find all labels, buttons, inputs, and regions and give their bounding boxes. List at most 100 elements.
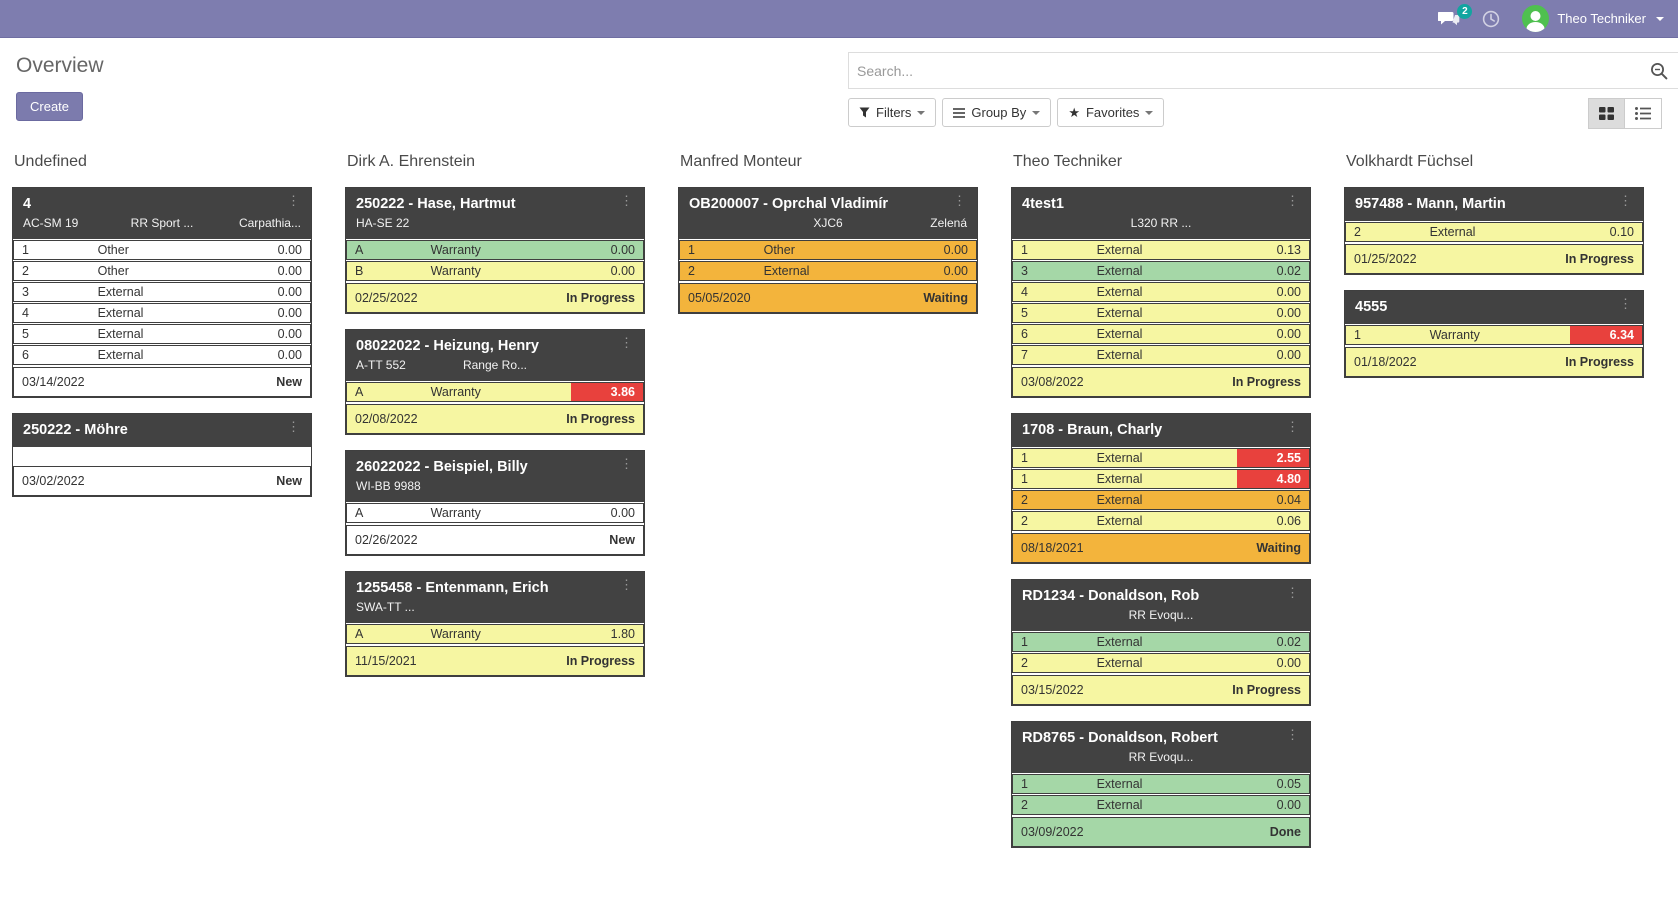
kebab-menu-icon[interactable]: ⋮ bbox=[1286, 193, 1299, 208]
kanban-card[interactable]: 250222 - Hase, Hartmut ⋮ HA-SE 22 A Warranty… bbox=[345, 187, 645, 314]
control-panel: Overview Create Filters bbox=[0, 38, 1678, 139]
groupby-label: Group By bbox=[971, 105, 1027, 120]
footer-date: 02/25/2022 bbox=[355, 291, 418, 305]
row-type: Warranty bbox=[430, 385, 481, 399]
footer-status: In Progress bbox=[566, 654, 635, 668]
kebab-menu-icon[interactable]: ⋮ bbox=[1286, 585, 1299, 600]
row-type: Warranty bbox=[430, 506, 481, 520]
footer-status: New bbox=[609, 533, 635, 547]
card-title: RD1234 - Donaldson, Rob bbox=[1022, 588, 1200, 604]
row-value: 6.34 bbox=[1570, 326, 1642, 344]
card-title: OB200007 - Oprchal Vladimír bbox=[689, 196, 889, 212]
card-subtitle-left: AC-SM 19 bbox=[23, 216, 79, 230]
kanban-card[interactable]: 4555 ⋮ 1 Warranty 6.34 01/18/2022 In Progress bbox=[1344, 290, 1644, 378]
card-row: A Warranty 0.00 bbox=[346, 240, 644, 260]
row-value: 0.00 bbox=[1276, 348, 1301, 362]
kanban-card[interactable]: 26022022 - Beispiel, Billy ⋮ WI-BB 9988 A Wa… bbox=[345, 450, 645, 556]
groupby-button[interactable]: Group By bbox=[942, 98, 1052, 127]
user-menu[interactable]: Theo Techniker bbox=[1522, 5, 1664, 32]
kanban-card[interactable]: 1708 - Braun, Charly ⋮ 1 External 2.55 1 Exter… bbox=[1011, 413, 1311, 564]
kebab-menu-icon[interactable]: ⋮ bbox=[620, 193, 633, 208]
activities-menu[interactable] bbox=[1482, 10, 1500, 28]
messages-menu[interactable]: 2 bbox=[1438, 3, 1473, 27]
row-value: 0.00 bbox=[610, 264, 635, 278]
kanban-card[interactable]: 250222 - Möhre ⋮ 03/02/2022 New bbox=[12, 413, 312, 497]
card-subtitle: RR Evoqu... bbox=[1022, 750, 1300, 764]
row-seq: 6 bbox=[1021, 327, 1028, 341]
card-header: 4 ⋮ AC-SM 19 RR Sport ... Carpathia... bbox=[13, 188, 311, 239]
row-type: External bbox=[1096, 656, 1143, 670]
card-subtitle-center: L320 RR ... bbox=[1130, 216, 1192, 230]
kanban-card[interactable]: RD1234 - Donaldson, Rob ⋮ RR Evoqu... 1 Exte… bbox=[1011, 579, 1311, 706]
card-subtitle-left: SWA-TT ... bbox=[356, 600, 415, 614]
footer-status: In Progress bbox=[1565, 355, 1634, 369]
kebab-menu-icon[interactable]: ⋮ bbox=[287, 419, 300, 434]
card-footer: 08/18/2021 Waiting bbox=[1012, 533, 1310, 563]
card-subtitle-right bbox=[547, 358, 634, 372]
card-row: 2 External 0.06 bbox=[1012, 511, 1310, 531]
chevron-down-icon bbox=[1656, 16, 1664, 21]
kebab-menu-icon[interactable]: ⋮ bbox=[1619, 193, 1632, 208]
row-value: 0.00 bbox=[277, 243, 302, 257]
kebab-menu-icon[interactable]: ⋮ bbox=[953, 193, 966, 208]
card-row: 5 External 0.00 bbox=[1012, 303, 1310, 323]
list-view-button[interactable] bbox=[1625, 98, 1662, 129]
card-title: 250222 - Möhre bbox=[23, 422, 128, 438]
row-type: External bbox=[97, 348, 144, 362]
row-type: External bbox=[1096, 306, 1143, 320]
page-title: Overview bbox=[16, 54, 104, 77]
card-header: 4555 ⋮ bbox=[1345, 291, 1643, 324]
card-header: RD1234 - Donaldson, Rob ⋮ RR Evoqu... bbox=[1012, 580, 1310, 631]
card-subtitle-left bbox=[1022, 216, 1109, 230]
card-title: RD8765 - Donaldson, Robert bbox=[1022, 730, 1218, 746]
kebab-menu-icon[interactable]: ⋮ bbox=[1286, 419, 1299, 434]
footer-status: In Progress bbox=[566, 412, 635, 426]
card-row: B Warranty 0.00 bbox=[346, 261, 644, 281]
search-input[interactable] bbox=[857, 62, 1650, 79]
card-row: 2 External 0.00 bbox=[1012, 653, 1310, 673]
filters-button[interactable]: Filters bbox=[848, 98, 937, 127]
kanban-column: Volkhardt Füchsel 957488 - Mann, Martin ⋮ 2… bbox=[1344, 153, 1644, 393]
kanban-card[interactable]: 4 ⋮ AC-SM 19 RR Sport ... Carpathia... 1 Other… bbox=[12, 187, 312, 398]
kebab-menu-icon[interactable]: ⋮ bbox=[620, 456, 633, 471]
kebab-menu-icon[interactable]: ⋮ bbox=[620, 335, 633, 350]
card-subtitle-left: A-TT 552 bbox=[356, 358, 406, 372]
search-box bbox=[848, 52, 1678, 89]
kanban-card[interactable]: 1255458 - Entenmann, Erich ⋮ SWA-TT ... A Wa… bbox=[345, 571, 645, 677]
row-type: External bbox=[1096, 264, 1143, 278]
create-button[interactable]: Create bbox=[16, 92, 84, 121]
card-row: 1 Other 0.00 bbox=[679, 240, 977, 260]
row-seq: 6 bbox=[22, 348, 29, 362]
messages-count-badge: 2 bbox=[1457, 3, 1473, 19]
row-seq: 4 bbox=[22, 306, 29, 320]
kebab-menu-icon[interactable]: ⋮ bbox=[1619, 296, 1632, 311]
kebab-menu-icon[interactable]: ⋮ bbox=[620, 577, 633, 592]
kanban-card[interactable]: 957488 - Mann, Martin ⋮ 2 External 0.10 01/25… bbox=[1344, 187, 1644, 275]
card-title: 4 bbox=[23, 196, 32, 212]
card-subtitle-left bbox=[689, 216, 776, 230]
kanban-card[interactable]: RD8765 - Donaldson, Robert ⋮ RR Evoqu... 1 E… bbox=[1011, 721, 1311, 848]
kanban-view-button[interactable] bbox=[1588, 98, 1625, 129]
kanban-card[interactable]: 08022022 - Heizung, Henry ⋮ A-TT 552 Range … bbox=[345, 329, 645, 435]
card-subtitle-right bbox=[1213, 216, 1300, 230]
search-icon[interactable] bbox=[1650, 62, 1668, 80]
card-header-top: 4 ⋮ bbox=[23, 193, 301, 212]
row-type: External bbox=[1096, 243, 1143, 257]
row-seq: 2 bbox=[1021, 493, 1028, 507]
kanban-card[interactable]: OB200007 - Oprchal Vladimír ⋮ XJC6 Zelená 1 O… bbox=[678, 187, 978, 314]
kanban-board: Undefined 4 ⋮ AC-SM 19 RR Sport ... Carpathia… bbox=[0, 139, 1678, 903]
row-seq: A bbox=[355, 627, 364, 641]
row-type: Warranty bbox=[430, 264, 481, 278]
kebab-menu-icon[interactable]: ⋮ bbox=[287, 193, 300, 208]
card-row: 1 External 0.02 bbox=[1012, 632, 1310, 652]
card-subtitle-right bbox=[1213, 750, 1300, 764]
kanban-card[interactable]: 4test1 ⋮ L320 RR ... 1 External 0.13 3 External… bbox=[1011, 187, 1311, 398]
row-seq: 3 bbox=[1021, 264, 1028, 278]
row-value: 0.00 bbox=[1276, 306, 1301, 320]
kebab-menu-icon[interactable]: ⋮ bbox=[1286, 727, 1299, 742]
row-type: External bbox=[763, 264, 810, 278]
row-type: Warranty bbox=[430, 627, 481, 641]
card-subtitle-center bbox=[443, 216, 547, 230]
favorites-button[interactable]: ★ Favorites bbox=[1057, 98, 1165, 127]
card-header: 1708 - Braun, Charly ⋮ bbox=[1012, 414, 1310, 447]
